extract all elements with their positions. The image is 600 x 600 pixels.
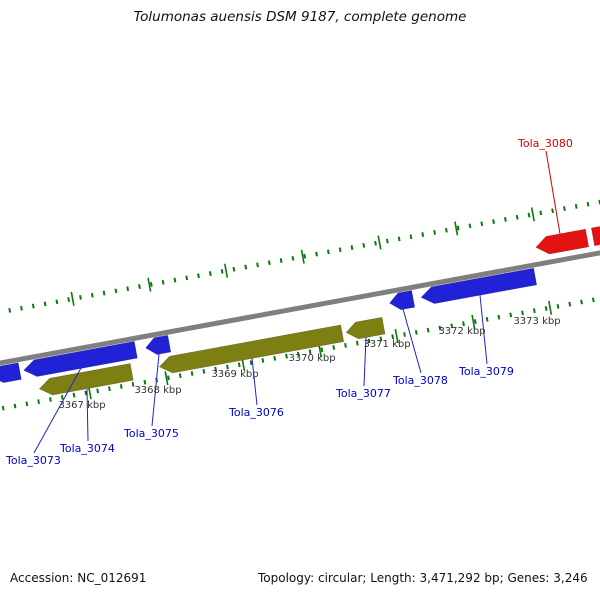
ruler-label-3373: 3373 kbp — [513, 316, 560, 327]
leader-line-tola-3074 — [86, 388, 89, 442]
gene-arrow-tola-3074[interactable] — [38, 363, 134, 397]
kbp-tick-lower-3371 — [394, 328, 399, 343]
genome-track — [0, 194, 600, 415]
gene-arrow-partial-right[interactable] — [591, 222, 600, 247]
ruler-label-3367: 3367 kbp — [58, 400, 105, 411]
leader-line-tola-3078 — [402, 308, 422, 374]
kbp-tick-lower-3373 — [548, 300, 553, 315]
gene-arrow-partial-left[interactable] — [0, 362, 22, 385]
kbp-tick-upper-3372 — [454, 221, 459, 236]
gene-label-tola-3073[interactable]: Tola_3073 — [5, 454, 61, 467]
genome-title: Tolumonas auensis DSM 9187, complete gen… — [133, 9, 467, 25]
gene-label-tola-3076[interactable]: Tola_3076 — [228, 406, 284, 419]
kbp-tick-upper-3371 — [377, 235, 382, 250]
leader-line-tola-3079 — [479, 294, 488, 365]
leader-line-tola-3077 — [363, 336, 367, 387]
kbp-tick-upper-3373 — [530, 207, 535, 222]
leader-line-tola-3073 — [33, 367, 82, 454]
gene-arrow-tola-3077[interactable] — [345, 316, 386, 341]
ruler-label-3371: 3371 kbp — [363, 339, 410, 350]
leader-line-tola-3075 — [151, 353, 160, 427]
kbp-tick-marks — [70, 207, 553, 400]
gene-arrow-tola-3075[interactable] — [144, 334, 172, 356]
leader-line-tola-3076 — [251, 357, 258, 406]
ruler-label-3369: 3369 kbp — [211, 369, 258, 380]
genome-backbone — [0, 243, 600, 371]
gene-arrow-tola-3079[interactable] — [420, 267, 538, 306]
status-bar: Accession: NC_012691 Topology: circular;… — [0, 571, 600, 591]
gene-label-tola-3077[interactable]: Tola_3077 — [335, 387, 391, 400]
kbp-tick-lower-3368 — [164, 371, 169, 386]
kbp-tick-upper-3370 — [300, 249, 305, 264]
leader-line-tola-3080 — [545, 150, 561, 235]
ruler-labels: 3367 kbp 3368 kbp 3369 kbp 3370 kbp 3371… — [58, 316, 560, 411]
ruler-label-3370: 3370 kbp — [288, 353, 335, 364]
kbp-tick-upper-3368 — [147, 277, 152, 292]
gene-label-tola-3080[interactable]: Tola_3080 — [517, 137, 573, 150]
kbp-tick-lower-3372 — [471, 314, 476, 329]
gene-arrow-tola-3076[interactable] — [158, 324, 345, 375]
gene-label-tola-3078[interactable]: Tola_3078 — [392, 374, 448, 387]
gene-arrow-tola-3078[interactable] — [388, 290, 416, 311]
kbp-tick-upper-3367 — [70, 291, 75, 306]
ruler-label-3372: 3372 kbp — [438, 326, 485, 337]
genome-stats-text: Topology: circular; Length: 3,471,292 bp… — [258, 571, 588, 585]
gene-arrow-tola-3080[interactable] — [534, 228, 590, 256]
gene-label-tola-3075[interactable]: Tola_3075 — [123, 427, 179, 440]
gene-arrow-tola-3073[interactable] — [22, 341, 138, 378]
gene-label-tola-3074[interactable]: Tola_3074 — [59, 442, 115, 455]
ruler-upper — [0, 194, 600, 322]
gene-label-tola-3079[interactable]: Tola_3079 — [458, 365, 514, 378]
leader-lines — [33, 150, 561, 454]
gene-labels: Tola_3073 Tola_3074 Tola_3075 Tola_3076 … — [5, 137, 573, 467]
accession-text: Accession: NC_012691 — [10, 571, 147, 585]
ruler-label-3368: 3368 kbp — [134, 385, 181, 396]
kbp-tick-upper-3369 — [223, 263, 229, 278]
